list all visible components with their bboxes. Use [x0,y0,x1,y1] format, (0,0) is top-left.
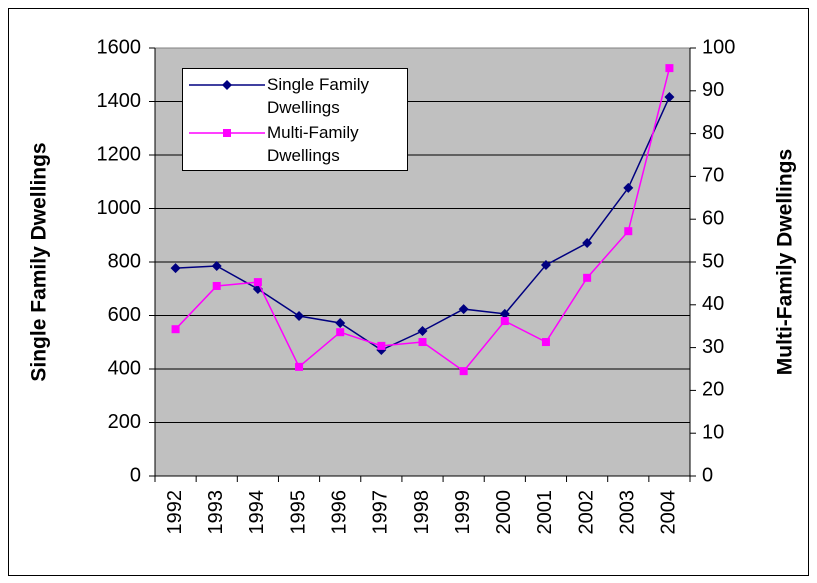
y-tick-label: 600 [108,304,141,326]
data-point [540,259,551,270]
y2-tick-label: 100 [702,36,735,58]
y2-tick-label: 0 [702,464,713,486]
legend-label: Multi-Family Dwellings [267,123,359,165]
legend: Single Family Dwellings Multi-Family Dwel… [182,68,408,171]
y2-tick-label: 20 [702,379,724,401]
data-point [499,308,510,319]
data-point [171,325,180,334]
data-point [336,328,345,337]
data-point [294,311,305,322]
y2-tick-label: 80 [702,122,724,144]
y2-tick-label: 40 [702,293,724,315]
data-point [582,238,593,249]
data-point [665,64,674,73]
y-tick-label: 200 [108,411,141,433]
y2-tick-label: 30 [702,336,724,358]
y-tick-label: 1000 [97,197,142,219]
data-point [459,367,468,376]
y2-axis-title: Multi-Family Dwellings [774,149,797,375]
x-tick-label: 1999 [452,490,474,535]
x-tick-label: 1998 [411,490,433,535]
y-tick-label: 1200 [97,143,142,165]
data-point [624,227,633,236]
y-tick-label: 400 [108,357,141,379]
legend-swatch [189,80,265,90]
y-tick-label: 1600 [97,36,142,58]
x-tick-label: 2001 [534,490,556,535]
data-point [212,281,221,290]
x-tick-label: 1995 [287,490,309,535]
x-tick-label: 2003 [617,490,639,535]
y-tick-label: 800 [108,250,141,272]
data-point [541,338,550,347]
y-tick-label: 0 [130,464,141,486]
x-tick-label: 2000 [493,490,515,535]
data-point [253,278,262,287]
x-tick-label: 1997 [370,490,392,535]
x-tick-label: 1994 [246,490,268,535]
data-point [418,338,427,347]
legend-marker [222,80,232,90]
data-point [500,317,509,326]
x-tick-label: 2004 [658,490,680,535]
legend-marker [223,129,231,137]
x-tick-label: 1992 [164,490,186,535]
x-tick-label: 1996 [328,490,350,535]
data-point [623,182,634,193]
data-point [377,341,386,350]
x-tick-label: 2002 [575,490,597,535]
data-point [295,362,304,371]
y2-tick-label: 70 [702,165,724,187]
legend-swatch [189,129,265,137]
y2-tick-label: 50 [702,250,724,272]
legend-label: Single Family Dwellings [267,75,370,117]
data-point [664,91,675,102]
data-point [170,263,181,274]
y2-tick-label: 10 [702,421,724,443]
data-point [417,326,428,337]
y2-tick-label: 60 [702,207,724,229]
data-point [458,304,469,315]
data-point [211,261,222,272]
y-tick-label: 1400 [97,90,142,112]
data-point [583,273,592,282]
y-axis-title: Single Family Dwellings [28,142,51,381]
x-tick-label: 1993 [205,490,227,535]
y2-tick-label: 90 [702,79,724,101]
data-point [335,317,346,328]
